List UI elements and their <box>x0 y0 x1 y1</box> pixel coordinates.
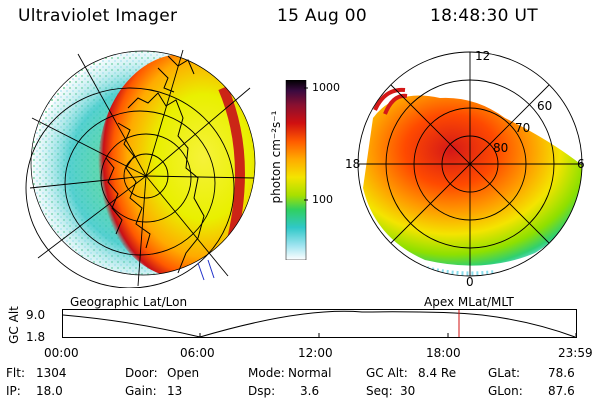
glon-value: 87.6 <box>548 384 575 398</box>
flt-label: Flt: <box>6 366 25 380</box>
altitude-plot <box>62 309 577 338</box>
gain-label: Gain: <box>125 384 157 398</box>
geographic-caption: Geographic Lat/Lon <box>70 295 188 309</box>
flt-value: 1304 <box>36 366 67 380</box>
dsp-value: 3.6 <box>300 384 320 398</box>
door-label: Door: <box>125 366 158 380</box>
apex-caption: Apex MLat/MLT <box>424 295 514 309</box>
altitude-ytick-top: 9.0 <box>26 308 46 322</box>
gcalt-value: 8.4 Re <box>418 366 457 380</box>
colorbar-tick-1000: 1000 <box>312 81 340 94</box>
date-label: 15 Aug 00 <box>277 6 367 26</box>
intensity-colorbar <box>285 80 308 260</box>
ip-value: 18.0 <box>36 384 63 398</box>
time-label: 18:48:30 UT <box>430 6 538 26</box>
seq-label: Seq: <box>366 384 393 398</box>
lat-70-label: 70 <box>515 121 530 135</box>
colorbar-tick-100: 100 <box>312 193 333 206</box>
time-tick-0600: 06:00 <box>180 346 215 360</box>
door-value: Open <box>167 366 200 380</box>
mlt-18-label: 18 <box>345 157 360 171</box>
geographic-globe-image <box>25 49 256 288</box>
seq-value: 30 <box>400 384 416 398</box>
mlt-0-label: 0 <box>466 275 474 288</box>
colorbar-unit-label: photon cm⁻²s⁻¹ <box>269 110 283 204</box>
time-tick-2359: 23:59 <box>558 346 593 360</box>
ip-label: IP: <box>6 384 21 398</box>
app-title: Ultraviolet Imager <box>18 6 178 26</box>
altitude-ytick-bottom: 1.8 <box>26 330 46 344</box>
gcalt-label: GC Alt: <box>366 366 408 380</box>
glat-value: 78.6 <box>548 366 575 380</box>
gain-value: 13 <box>167 384 183 398</box>
dsp-label: Dsp: <box>248 384 276 398</box>
mlt-6-label: 6 <box>577 157 585 171</box>
glat-label: GLat: <box>488 366 521 380</box>
time-tick-1200: 12:00 <box>298 346 333 360</box>
time-tick-0000: 00:00 <box>44 346 79 360</box>
lat-60-label: 60 <box>537 99 552 113</box>
glon-label: GLon: <box>488 384 523 398</box>
time-tick-1800: 18:00 <box>426 346 461 360</box>
mlt-12-label: 12 <box>475 49 490 63</box>
polar-mlat-mlt-plot: 12 18 6 0 60 70 80 <box>345 49 585 288</box>
altitude-ylabel: GC Alt <box>7 306 21 344</box>
mode-value: Normal <box>288 366 332 380</box>
mode-label: Mode: <box>248 366 285 380</box>
lat-80-label: 80 <box>493 141 508 155</box>
altitude-curve <box>62 310 576 338</box>
